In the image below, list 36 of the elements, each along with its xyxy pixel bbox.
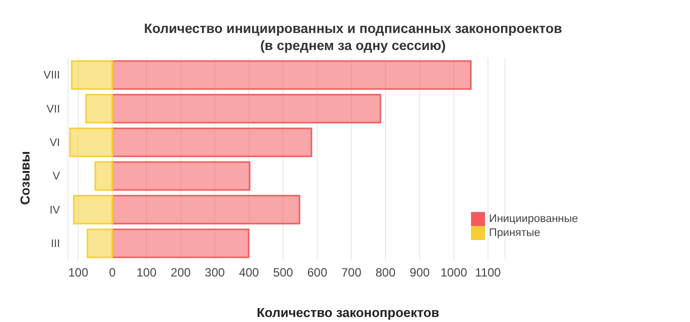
bar [73, 194, 114, 224]
x-tick-label: 800 [376, 266, 396, 280]
bar [112, 161, 250, 191]
bar [94, 161, 114, 191]
legend-label: Инициированные [489, 212, 578, 225]
bar [71, 60, 114, 90]
x-tick-label: 200 [170, 266, 192, 280]
x-tick-label: 700 [341, 266, 362, 280]
x-tick-label: 1000 [440, 266, 468, 280]
x-axis-title: Количество законопроектов [256, 305, 440, 320]
bar [112, 94, 382, 124]
y-tick-label: III [50, 238, 60, 250]
x-tick-label: 900 [410, 266, 430, 280]
y-tick-label: VI [50, 137, 60, 150]
bar [69, 128, 114, 158]
x-tick-label: 100 [68, 266, 89, 280]
x-tick-label: 100 [136, 266, 157, 280]
x-tick-label: 600 [307, 266, 328, 280]
x-tick-label: 0 [109, 266, 116, 280]
x-tick-label: 400 [238, 266, 260, 280]
y-tick-label: VIII [43, 70, 60, 82]
y-tick-label: IV [50, 204, 61, 216]
y-tick-label: VII [46, 103, 60, 116]
x-tick-label: 500 [273, 266, 294, 280]
chart-title: Количество инициированных и подписанных законопроектов (в среднем за одну сессию) [142, 20, 564, 54]
bar [86, 228, 114, 258]
bar [112, 194, 300, 224]
bar [112, 60, 472, 90]
x-tick-label: 300 [204, 266, 226, 280]
legend-label: Принятые [489, 226, 540, 239]
bar [112, 128, 312, 158]
y-tick-label: V [52, 170, 61, 183]
y-axis-title: Созывы [17, 151, 32, 205]
bar [85, 94, 114, 124]
x-tick-label: 1100 [475, 266, 502, 280]
bar [112, 228, 250, 258]
